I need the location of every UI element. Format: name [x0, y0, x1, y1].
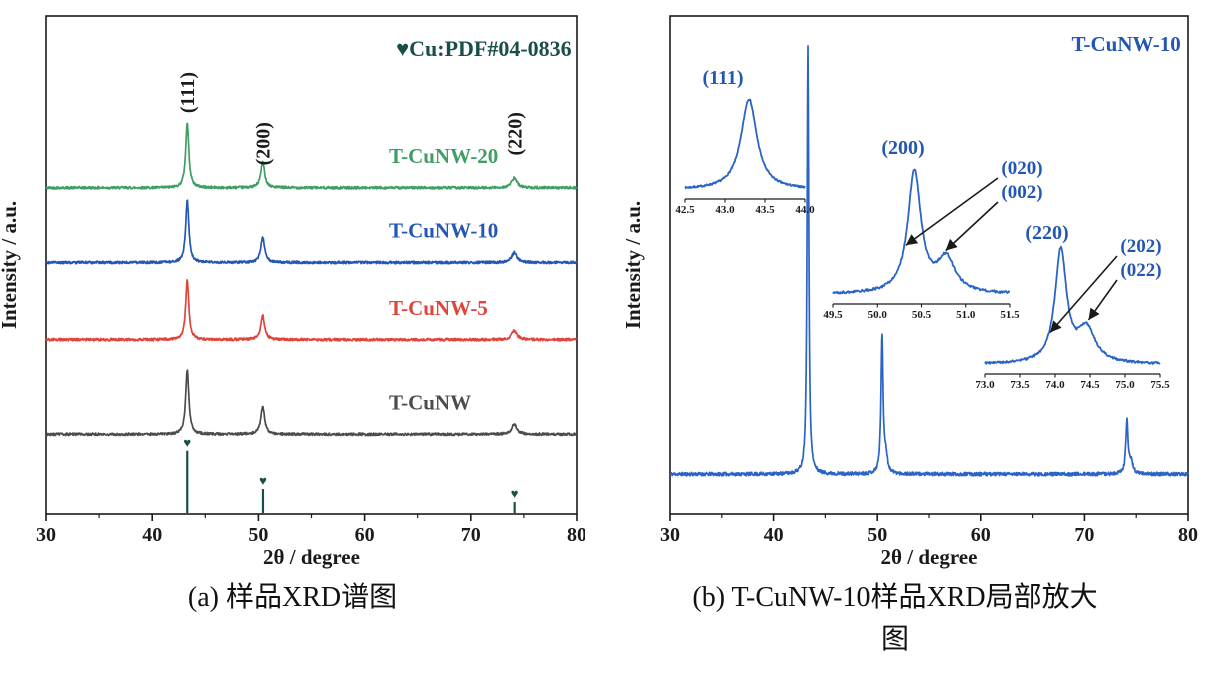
series-T-CuNW-10	[45, 199, 578, 265]
inset-tick-label: 73.5	[1010, 379, 1030, 391]
panel-b: 30 40 50 60 70 80 2θ / degree Intensity / a.u. T…	[585, 4, 1205, 661]
x-tick-label: 80	[567, 524, 585, 546]
peak-label: (220)	[504, 112, 526, 155]
inset-tick-label: 50.0	[868, 309, 888, 321]
x-tick-label: 60	[971, 524, 991, 546]
inset-tick-label: 50.5	[912, 309, 932, 321]
x-tick-label: 70	[461, 524, 481, 546]
inset-arrow-label: (202)	[1120, 236, 1161, 257]
x-tick-label: 30	[660, 524, 680, 546]
xrd-chart-b: 30 40 50 60 70 80 2θ / degree Intensity / a.u. T…	[621, 15, 1198, 569]
series-label-T-CuNW-5: T-CuNW-5	[389, 296, 488, 320]
inset-tick-label: 43.5	[755, 204, 775, 216]
peak-label: (200)	[253, 122, 275, 165]
series-label-T-CuNW-20: T-CuNW-20	[389, 144, 498, 168]
inset-curve	[984, 245, 1161, 365]
inset-arrow-label: (002)	[1001, 182, 1042, 203]
inset-arrow-label: (022)	[1120, 260, 1161, 281]
x-tick-label: 50	[248, 524, 268, 546]
x-tick-label: 40	[764, 524, 784, 546]
x-tick-label: 70	[1074, 524, 1094, 546]
series-label-T-CuNW: T-CuNW	[389, 390, 471, 414]
inset-tick-label: 73.0	[975, 379, 995, 391]
inset-peak-label: (220)	[1025, 222, 1068, 244]
series-label-T-CuNW-10: T-CuNW-10	[389, 219, 498, 243]
x-tick-label: 30	[36, 524, 56, 546]
inset-tick-label: 51.5	[1000, 309, 1020, 321]
xrd-figure: 30 40 50 60 70 80 2θ / degree Intensity / a.u. ♥…	[0, 4, 1205, 661]
x-tick-label: 40	[142, 524, 162, 546]
inset-arrow	[945, 201, 999, 252]
x-axis-title: 2θ / degree	[263, 545, 360, 569]
inset-arrow-label: (020)	[1001, 158, 1042, 179]
x-axis-title: 2θ / degree	[881, 545, 978, 569]
inset-tick-label: 74.5	[1080, 379, 1100, 391]
reference-legend: ♥Cu:PDF#04-0836	[396, 36, 572, 61]
inset-arrow	[1049, 255, 1118, 334]
inset-tick-label: 43.0	[715, 204, 735, 216]
plot-frame	[45, 15, 578, 515]
inset-(200): 49.5 50.0 50.5 51.0 51.5 (200) (020) (002)	[823, 137, 1042, 321]
caption-b-line1: (b) T-CuNW-10样品XRD局部放大	[692, 582, 1098, 613]
inset-arrow	[905, 177, 999, 246]
xrd-chart-a: 30 40 50 60 70 80 2θ / degree Intensity / a.u. ♥…	[0, 15, 585, 569]
y-axis-title: Intensity / a.u.	[0, 201, 21, 329]
sample-label: T-CuNW-10	[1071, 32, 1180, 56]
y-axis-title: Intensity / a.u.	[621, 201, 645, 329]
plot-frame	[669, 15, 1189, 515]
inset-tick-label: 51.0	[956, 309, 976, 321]
series-T-CuNW	[45, 369, 578, 437]
x-tick-label: 80	[1178, 524, 1198, 546]
heart-marker: ♥	[183, 435, 191, 450]
series-T-CuNW-10	[669, 45, 1189, 477]
caption-b-line2: 图	[880, 624, 909, 655]
heart-marker: ♥	[259, 473, 267, 488]
inset-tick-label: 49.5	[823, 309, 843, 321]
inset-peak-label: (200)	[881, 137, 924, 159]
series-T-CuNW-5	[45, 279, 578, 342]
inset-tick-label: 75.5	[1150, 379, 1170, 391]
inset-peak-label: (111)	[702, 67, 743, 89]
x-tick-label: 50	[867, 524, 887, 546]
peak-label: (111)	[177, 72, 199, 113]
inset-tick-label: 75.0	[1115, 379, 1135, 391]
inset-(220): 73.0 73.5 74.0 74.5 75.0 75.5 (220) (202) (022)	[975, 222, 1170, 391]
panel-a: 30 40 50 60 70 80 2θ / degree Intensity / a.u. ♥…	[0, 4, 585, 661]
inset-tick-label: 74.0	[1045, 379, 1065, 391]
inset-curve	[684, 98, 806, 190]
inset-tick-label: 42.5	[675, 204, 695, 216]
caption-b: (b) T-CuNW-10样品XRD局部放大 图	[692, 577, 1097, 661]
inset-tick-label: 44.0	[795, 204, 815, 216]
x-tick-label: 60	[355, 524, 375, 546]
inset-(111): 42.5 43.0 43.5 44.0 (111)	[675, 67, 815, 216]
series-T-CuNW-20	[45, 122, 578, 190]
inset-arrow	[1087, 279, 1118, 321]
caption-a: (a) 样品XRD谱图	[187, 582, 398, 613]
heart-marker: ♥	[511, 486, 519, 501]
inset-curve	[832, 168, 1011, 295]
